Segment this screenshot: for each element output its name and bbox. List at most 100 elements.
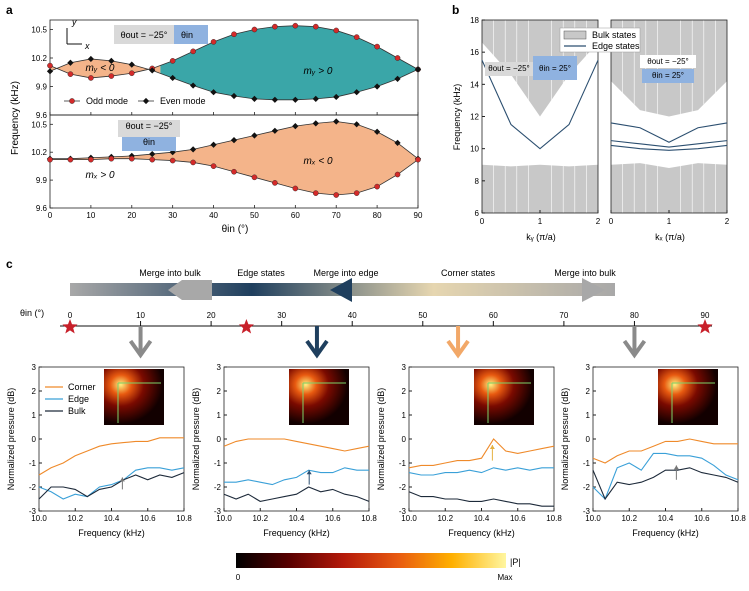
scale-tick-label: 0 bbox=[68, 311, 73, 320]
odd-mode-point bbox=[108, 73, 115, 79]
even-mode-point bbox=[230, 136, 238, 144]
bulk-states-lower bbox=[482, 164, 598, 213]
spectrum-bulk-line bbox=[408, 491, 554, 507]
y-tick-label: -2 bbox=[214, 483, 222, 492]
spectrum-corner-line bbox=[592, 438, 738, 464]
y-tick-label: 1 bbox=[217, 411, 222, 420]
x-tick-label: 1 bbox=[667, 217, 672, 226]
y-tick-label: 0 bbox=[402, 435, 407, 444]
x-tick-label: 10.8 bbox=[361, 514, 377, 523]
y-tick-label: 2 bbox=[586, 387, 591, 396]
edge-state-line bbox=[610, 144, 728, 151]
x-tick-label: 10.6 bbox=[325, 514, 341, 523]
b-right-badge-bottom: θin = 25° bbox=[652, 71, 684, 80]
y-tick-label: -3 bbox=[583, 507, 591, 516]
y-tick-label: 9.6 bbox=[36, 111, 48, 120]
y-tick-label: -1 bbox=[214, 459, 222, 468]
even-mode-point bbox=[251, 132, 258, 139]
spectrum-edge-line bbox=[224, 467, 369, 486]
x-tick-label: 20 bbox=[127, 211, 136, 220]
x-tick-label: 10.2 bbox=[67, 514, 83, 523]
field-map-inset bbox=[474, 369, 534, 425]
y-tick-label: 10.2 bbox=[31, 148, 47, 157]
y-tick-label: 2 bbox=[32, 387, 37, 396]
spectrum-corner-line bbox=[408, 438, 555, 469]
x-tick-label: 10.2 bbox=[621, 514, 637, 523]
spectrum-edge-line bbox=[38, 467, 185, 500]
field-map-inset bbox=[658, 369, 718, 425]
x-tick-label: 10.6 bbox=[510, 514, 526, 523]
a-bottom-badge-top: θout = −25° bbox=[126, 121, 173, 131]
region-fill bbox=[50, 121, 418, 195]
odd-mode-point bbox=[333, 27, 340, 34]
even-mode-point bbox=[189, 146, 197, 153]
x-tick-label: 2 bbox=[596, 217, 601, 226]
scale-tick-label: 70 bbox=[559, 311, 568, 320]
scale-tick-label: 90 bbox=[701, 311, 710, 320]
odd-mode-point bbox=[272, 23, 278, 30]
legend-bulk-swatch bbox=[563, 30, 587, 40]
x-tick-label: 90 bbox=[414, 211, 423, 220]
b-left-badge-right: θin = 25° bbox=[539, 64, 571, 73]
x-tick-label: 1 bbox=[538, 217, 543, 226]
spectrum-edge-line bbox=[408, 467, 554, 476]
scale-tick-label: 50 bbox=[418, 311, 427, 320]
badge-out-bg bbox=[485, 62, 533, 76]
badge-in-bg bbox=[122, 137, 176, 151]
panel-label-c: c bbox=[6, 257, 13, 271]
badge-in-bg bbox=[174, 25, 208, 44]
odd-mode-point bbox=[47, 62, 53, 69]
c-legend-edge: Edge bbox=[68, 394, 89, 404]
x-tick-label: 10.2 bbox=[252, 514, 268, 523]
x-tick-label: 10.8 bbox=[546, 514, 562, 523]
odd-mode-point bbox=[353, 190, 360, 196]
even-mode-point bbox=[128, 61, 135, 68]
spectrum-ylabel: Normalized pressure (dB) bbox=[376, 388, 386, 491]
y-tick-label: 14 bbox=[470, 80, 479, 89]
spectrum-xlabel: Frequency (kHz) bbox=[448, 528, 515, 538]
y-tick-label: 1 bbox=[586, 411, 591, 420]
odd-mode-point bbox=[292, 185, 299, 192]
odd-mode-point bbox=[169, 157, 176, 164]
scale-tick-label: 80 bbox=[630, 311, 639, 320]
odd-mode-point bbox=[169, 58, 176, 64]
even-mode-point bbox=[169, 74, 176, 82]
legend-even-marker bbox=[142, 97, 150, 105]
odd-mode-point bbox=[292, 22, 299, 29]
x-tick-label: 10.0 bbox=[31, 514, 47, 523]
b-legend-bulk: Bulk states bbox=[592, 30, 637, 40]
peak-arrowhead bbox=[489, 445, 495, 449]
spectrum-xlabel: Frequency (kHz) bbox=[263, 528, 330, 538]
odd-mode-point bbox=[231, 168, 237, 175]
b-left-xlabel: kᵧ (π/a) bbox=[526, 232, 556, 242]
y-tick-label: 9.9 bbox=[36, 83, 48, 92]
c-band-label-1: Merge into bulk bbox=[139, 268, 201, 278]
edge-state-line bbox=[481, 59, 599, 150]
odd-mode-point bbox=[394, 55, 401, 61]
odd-mode-point bbox=[415, 156, 421, 163]
y-tick-label: -3 bbox=[214, 507, 222, 516]
odd-mode-point bbox=[251, 26, 258, 33]
y-tick-label: 9.6 bbox=[36, 204, 48, 213]
y-tick-label: -2 bbox=[29, 483, 37, 492]
y-tick-label: 0 bbox=[586, 435, 591, 444]
odd-mode-point bbox=[333, 192, 340, 198]
spectrum-ylabel: Normalized pressure (dB) bbox=[6, 388, 16, 491]
odd-mode-point bbox=[88, 156, 94, 163]
odd-mode-point bbox=[210, 163, 217, 169]
a-top-ylabel: Frequency (kHz) bbox=[10, 81, 21, 155]
legend-odd-marker bbox=[69, 98, 75, 104]
x-tick-label: 10.4 bbox=[104, 514, 120, 523]
x-tick-label: 10.0 bbox=[216, 514, 232, 523]
colorbar-max: Max bbox=[497, 573, 512, 582]
odd-mode-point bbox=[47, 156, 53, 163]
even-mode-point bbox=[210, 141, 217, 148]
a-top-badge-right: θin bbox=[181, 30, 193, 40]
c-scale-label: θin (°) bbox=[20, 308, 44, 318]
spectrum-bulk-line bbox=[38, 472, 185, 500]
even-mode-point bbox=[230, 92, 238, 100]
a-top-badge-left: θout = −25° bbox=[121, 30, 168, 40]
x-tick-label: 2 bbox=[725, 217, 730, 226]
